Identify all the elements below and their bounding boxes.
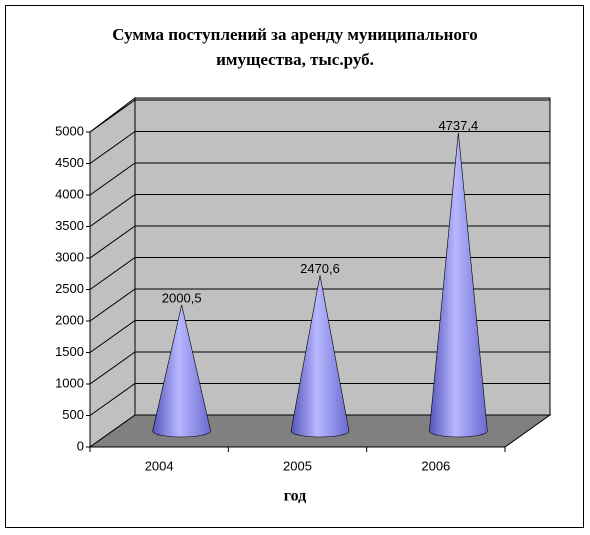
- x-tick-label: 2006: [421, 458, 450, 473]
- y-tick-label: 0: [77, 438, 84, 453]
- cone: [152, 304, 211, 438]
- grid-line: [89, 320, 550, 353]
- data-label: 2000,5: [162, 290, 202, 305]
- back-wall: [134, 97, 551, 416]
- grid-line: [89, 288, 550, 322]
- grid-line: [89, 99, 550, 133]
- cone: [429, 132, 488, 438]
- y-tick-label: 500: [62, 407, 84, 422]
- y-tick-label: 2500: [55, 281, 84, 296]
- grid-line: [89, 131, 550, 164]
- y-tick-label: 3000: [55, 249, 84, 264]
- x-axis-label: год: [284, 488, 307, 505]
- y-tick-label: 5000: [55, 123, 84, 138]
- x-tick-label: 2004: [145, 458, 174, 473]
- y-tick-label: 1500: [55, 344, 84, 359]
- grid-line: [89, 194, 550, 227]
- cone: [290, 275, 350, 438]
- grid-line: [89, 162, 550, 196]
- y-tick-label: 2000: [55, 312, 84, 327]
- side-wall: [89, 96, 136, 448]
- y-tick-label: 4500: [55, 155, 84, 170]
- y-tick-label: 1000: [55, 375, 84, 390]
- data-label: 2470,6: [300, 261, 340, 276]
- grid-line: [89, 225, 550, 259]
- grid-line: [89, 383, 550, 416]
- data-label: 4737,4: [438, 118, 478, 133]
- grid-line: [89, 257, 550, 290]
- x-tick-label: 2005: [283, 458, 312, 473]
- grid-line: [89, 351, 550, 385]
- chart-title: Сумма поступлений за аренду муниципально…: [112, 25, 478, 69]
- y-tick-label: 3500: [55, 218, 84, 233]
- y-tick-label: 4000: [55, 186, 84, 201]
